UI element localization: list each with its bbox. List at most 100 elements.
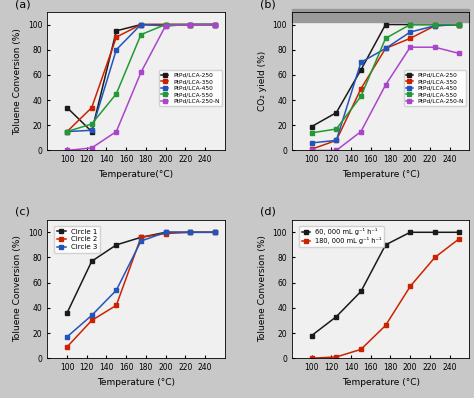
PtPd/LCA-550 (138, 32, 144, 37)
Circle 1 (138, 235, 144, 240)
180, 000 mL g⁻¹ h⁻¹ (432, 255, 438, 260)
Circle 1 (212, 230, 218, 235)
PtPd/LCA-450 (113, 47, 119, 52)
Line: 60, 000 mL g⁻¹ h⁻¹: 60, 000 mL g⁻¹ h⁻¹ (309, 230, 462, 338)
60, 000 mL g⁻¹ h⁻¹ (383, 242, 388, 247)
Line: PtPd/LCA-250: PtPd/LCA-250 (64, 22, 217, 134)
PtPd/LCA-450 (212, 22, 218, 27)
Line: 180, 000 mL g⁻¹ h⁻¹: 180, 000 mL g⁻¹ h⁻¹ (309, 236, 462, 361)
Line: Circle 3: Circle 3 (64, 230, 217, 339)
PtPd/LCA-250-N (64, 148, 70, 153)
PtPd/LCA-350 (113, 35, 119, 39)
PtPd/LCA-250 (334, 110, 339, 115)
Y-axis label: Toluene Conversion (%): Toluene Conversion (%) (13, 236, 22, 342)
PtPd/LCA-550 (309, 131, 315, 135)
PtPd/LCA-250-N (358, 129, 364, 134)
PtPd/LCA-350 (407, 36, 413, 41)
PtPd/LCA-450 (64, 129, 70, 134)
Line: Circle 2: Circle 2 (64, 230, 217, 349)
Legend: 60, 000 mL g⁻¹ h⁻¹, 180, 000 mL g⁻¹ h⁻¹: 60, 000 mL g⁻¹ h⁻¹, 180, 000 mL g⁻¹ h⁻¹ (299, 226, 384, 247)
PtPd/LCA-250 (89, 129, 94, 134)
60, 000 mL g⁻¹ h⁻¹ (358, 289, 364, 294)
Circle 3 (64, 334, 70, 339)
PtPd/LCA-550 (187, 22, 193, 27)
PtPd/LCA-250 (113, 28, 119, 33)
PtPd/LCA-250-N (113, 129, 119, 134)
Bar (292, 10, 469, 22)
PtPd/LCA-550 (212, 22, 218, 27)
Line: PtPd/LCA-550: PtPd/LCA-550 (64, 22, 217, 134)
PtPd/LCA-250-N (383, 82, 388, 87)
180, 000 mL g⁻¹ h⁻¹ (383, 323, 388, 328)
Circle 3 (163, 230, 168, 235)
Line: Circle 1: Circle 1 (64, 230, 217, 315)
Circle 2 (89, 318, 94, 323)
Legend: Circle 1, Circle 2, Circle 3: Circle 1, Circle 2, Circle 3 (55, 226, 100, 253)
PtPd/LCA-450 (309, 140, 315, 145)
Circle 3 (89, 313, 94, 318)
Circle 2 (187, 230, 193, 235)
PtPd/LCA-350 (383, 46, 388, 51)
PtPd/LCA-350 (358, 86, 364, 91)
PtPd/LCA-250 (432, 22, 438, 27)
PtPd/LCA-350 (163, 22, 168, 27)
60, 000 mL g⁻¹ h⁻¹ (432, 230, 438, 235)
PtPd/LCA-250-N (334, 148, 339, 153)
PtPd/LCA-550 (64, 129, 70, 134)
PtPd/LCA-250 (212, 22, 218, 27)
X-axis label: Temperature(°C): Temperature(°C) (99, 170, 173, 179)
PtPd/LCA-250 (187, 22, 193, 27)
60, 000 mL g⁻¹ h⁻¹ (407, 230, 413, 235)
Line: PtPd/LCA-350: PtPd/LCA-350 (309, 22, 462, 152)
Circle 2 (163, 231, 168, 236)
Circle 1 (64, 310, 70, 315)
PtPd/LCA-550 (456, 22, 462, 27)
Circle 3 (187, 230, 193, 235)
PtPd/LCA-250 (456, 22, 462, 27)
Y-axis label: Toluene Conversion (%): Toluene Conversion (%) (13, 28, 22, 135)
PtPd/LCA-250-N (138, 70, 144, 75)
Circle 3 (212, 230, 218, 235)
PtPd/LCA-550 (113, 92, 119, 96)
Y-axis label: CO₂ yield (%): CO₂ yield (%) (258, 51, 267, 111)
PtPd/LCA-550 (358, 94, 364, 99)
Legend: PtPd/LCA-250, PtPd/LCA-350, PtPd/LCA-450, PtPd/LCA-550, PtPd/LCA-250-N: PtPd/LCA-250, PtPd/LCA-350, PtPd/LCA-450… (159, 70, 222, 106)
180, 000 mL g⁻¹ h⁻¹ (309, 356, 315, 361)
PtPd/LCA-450 (163, 23, 168, 28)
Circle 1 (113, 242, 119, 247)
Circle 2 (212, 230, 218, 235)
PtPd/LCA-350 (212, 22, 218, 27)
PtPd/LCA-450 (407, 30, 413, 35)
PtPd/LCA-250 (64, 105, 70, 110)
60, 000 mL g⁻¹ h⁻¹ (456, 230, 462, 235)
180, 000 mL g⁻¹ h⁻¹ (334, 355, 339, 359)
Circle 2 (113, 303, 119, 308)
PtPd/LCA-450 (138, 22, 144, 27)
PtPd/LCA-250-N (432, 45, 438, 50)
PtPd/LCA-450 (383, 46, 388, 51)
PtPd/LCA-250-N (212, 22, 218, 27)
PtPd/LCA-550 (89, 122, 94, 127)
Circle 2 (64, 345, 70, 349)
PtPd/LCA-450 (358, 60, 364, 65)
PtPd/LCA-250 (309, 124, 315, 129)
Line: PtPd/LCA-250: PtPd/LCA-250 (309, 22, 462, 129)
Circle 1 (163, 230, 168, 235)
PtPd/LCA-250 (138, 22, 144, 27)
PtPd/LCA-350 (64, 129, 70, 134)
PtPd/LCA-350 (89, 105, 94, 110)
PtPd/LCA-350 (187, 22, 193, 27)
Text: (b): (b) (260, 0, 276, 9)
180, 000 mL g⁻¹ h⁻¹ (358, 347, 364, 352)
PtPd/LCA-550 (334, 127, 339, 131)
180, 000 mL g⁻¹ h⁻¹ (456, 236, 462, 241)
PtPd/LCA-450 (432, 23, 438, 28)
Circle 1 (89, 259, 94, 263)
Line: PtPd/LCA-350: PtPd/LCA-350 (64, 22, 217, 134)
X-axis label: Temperature (°C): Temperature (°C) (97, 378, 175, 386)
PtPd/LCA-550 (407, 22, 413, 27)
PtPd/LCA-350 (432, 23, 438, 28)
PtPd/LCA-450 (456, 22, 462, 27)
PtPd/LCA-350 (309, 147, 315, 152)
PtPd/LCA-250 (358, 68, 364, 72)
